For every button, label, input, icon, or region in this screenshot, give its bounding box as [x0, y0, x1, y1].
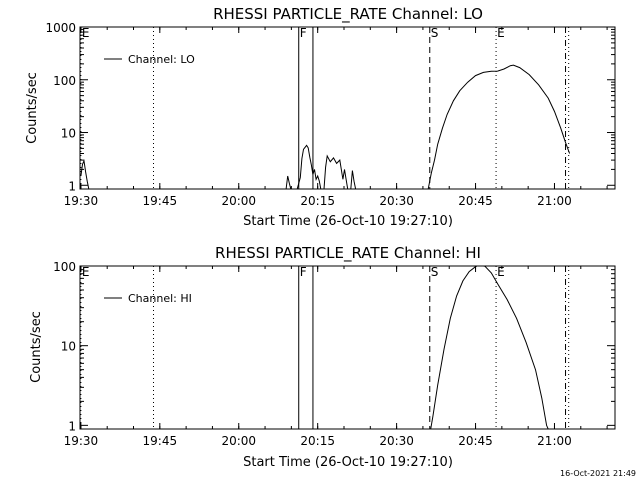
event-marker-label: E — [82, 26, 90, 40]
event-marker-label: E — [497, 26, 505, 40]
footer-timestamp: 16-Oct-2021 21:49 — [560, 469, 636, 478]
y-tick-label: 1 — [68, 419, 76, 433]
y-tick-label: 1 — [68, 179, 76, 193]
event-marker-label: S — [431, 265, 439, 279]
x-tick-label: 20:30 — [379, 194, 414, 208]
event-marker-label: E — [82, 265, 90, 279]
x-axis-label: Start Time (26-Oct-10 19:27:10) — [243, 455, 453, 470]
x-tick-label: 21:00 — [537, 194, 572, 208]
series-line-segment — [427, 64, 571, 189]
series-line-segment — [430, 266, 549, 429]
x-tick-label: 20:45 — [458, 434, 493, 448]
x-tick-label: 20:30 — [379, 434, 414, 448]
chart-title: RHESSI PARTICLE_RATE Channel: HI — [215, 244, 481, 263]
y-axis-label: Counts/sec — [25, 72, 40, 144]
legend-label: Channel: HI — [128, 292, 192, 305]
series-line-segment — [285, 175, 292, 189]
chart-title: RHESSI PARTICLE_RATE Channel: LO — [213, 5, 483, 24]
y-tick-label: 100 — [53, 260, 76, 274]
x-tick-label: 20:45 — [458, 194, 493, 208]
legend-label: Channel: LO — [128, 53, 195, 66]
x-tick-label: 19:45 — [143, 434, 178, 448]
x-tick-label: 19:30 — [64, 434, 99, 448]
y-tick-label: 100 — [53, 74, 76, 88]
event-marker-label: F — [300, 26, 307, 40]
series-line-segment — [296, 144, 322, 189]
x-tick-label: 19:45 — [143, 194, 178, 208]
x-tick-label: 20:00 — [221, 434, 256, 448]
series-line-segment — [80, 159, 90, 189]
event-marker-label: F — [300, 265, 307, 279]
plot-frame — [79, 26, 616, 190]
y-tick-label: 10 — [61, 127, 76, 141]
x-tick-label: 21:00 — [537, 434, 572, 448]
y-axis-label: Counts/sec — [29, 311, 44, 383]
x-tick-label: 20:15 — [300, 434, 335, 448]
x-tick-label: 19:30 — [64, 194, 99, 208]
event-marker-label: E — [497, 265, 505, 279]
chart-panel-hi: RHESSI PARTICLE_RATE Channel: HI Counts/… — [29, 244, 616, 470]
x-axis-label: Start Time (26-Oct-10 19:27:10) — [243, 214, 453, 229]
event-marker-label: S — [431, 26, 439, 40]
y-tick-label: 1000 — [45, 21, 76, 35]
series-line-segment — [323, 154, 349, 189]
plot-frame — [79, 265, 616, 430]
x-tick-label: 20:00 — [221, 194, 256, 208]
x-tick-label: 20:15 — [300, 194, 335, 208]
series-line-segment — [350, 170, 357, 189]
y-tick-label: 10 — [61, 340, 76, 354]
chart-panel-lo: RHESSI PARTICLE_RATE Channel: LO Counts/… — [25, 5, 616, 229]
